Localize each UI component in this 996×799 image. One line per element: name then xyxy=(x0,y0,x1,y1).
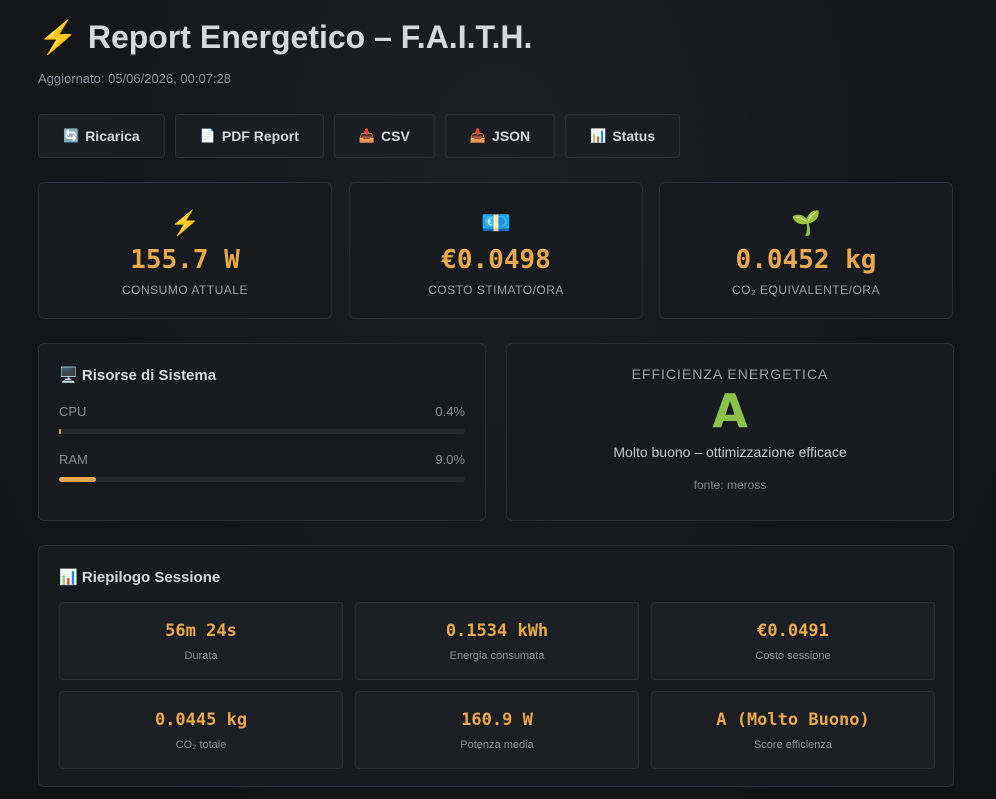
lightning-icon: ⚡ xyxy=(170,210,200,237)
inbox-download-icon: 📥 xyxy=(358,128,376,143)
cpu-value: 0.4% xyxy=(435,404,465,419)
last-updated: Aggiornato: 05/06/2026, 00:07:28 xyxy=(38,71,231,86)
reload-button[interactable]: 🔄 Ricarica xyxy=(38,114,165,158)
bar-chart-icon: 📊 xyxy=(590,128,607,143)
cpu-row: CPU 0.4% xyxy=(59,404,465,434)
efficiency-card: EFFICIENZA ENERGETICA A Molto buono – ot… xyxy=(506,343,954,521)
inbox-download-icon: 📥 xyxy=(469,128,487,143)
ram-value: 9.0% xyxy=(435,452,465,467)
desktop-computer-icon: 🖥️ xyxy=(59,367,78,384)
json-export-button-label: JSON xyxy=(492,128,531,144)
csv-export-button[interactable]: 📥 CSV xyxy=(333,114,435,158)
cpu-progress-fill xyxy=(59,429,62,434)
euro-banknote-icon: 💶 xyxy=(481,210,511,237)
session-cost: €0.0491 Costo sessione xyxy=(651,602,935,680)
json-export-button[interactable]: 📥 JSON xyxy=(444,114,556,158)
reload-icon: 🔄 xyxy=(63,128,80,143)
session-efficiency-score: A (Molto Buono) Score efficienza xyxy=(651,691,935,769)
session-summary-card: 📊 Riepilogo Sessione 56m 24s Durata 0.15… xyxy=(38,545,954,787)
efficiency-label: EFFICIENZA ENERGETICA xyxy=(631,366,829,382)
session-efficiency-score-value: A (Molto Buono) xyxy=(716,710,870,730)
toolbar: 🔄 Ricarica 📄 PDF Report 📥 CSV 📥 JSON 📊 S… xyxy=(38,114,681,158)
bar-chart-icon: 📊 xyxy=(59,569,78,586)
ram-progress-fill xyxy=(59,477,96,482)
power-card: ⚡ 155.7 W CONSUMO ATTUALE xyxy=(38,182,332,319)
reload-button-label: Ricarica xyxy=(85,128,140,144)
system-resources-title: 🖥️ Risorse di Sistema xyxy=(59,366,465,384)
document-icon: 📄 xyxy=(199,128,216,143)
session-cost-value: €0.0491 xyxy=(757,621,829,641)
cpu-progress-track xyxy=(59,429,465,434)
session-efficiency-score-label: Score efficienza xyxy=(753,739,833,751)
session-cost-label: Costo sessione xyxy=(755,650,831,662)
efficiency-source: fonte: meross xyxy=(693,478,767,492)
status-button-label: Status xyxy=(612,128,656,144)
cpu-label: CPU xyxy=(59,404,87,419)
ram-label: RAM xyxy=(59,452,88,467)
power-value: 155.7 W xyxy=(130,245,240,275)
efficiency-grade: A xyxy=(712,384,748,438)
ram-progress-track xyxy=(59,477,465,482)
session-duration-value: 56m 24s xyxy=(165,621,237,641)
session-energy-value: 0.1534 kWh xyxy=(445,621,549,641)
session-duration-label: Durata xyxy=(184,650,218,662)
lightning-icon: ⚡ xyxy=(38,19,78,55)
session-summary-title: 📊 Riepilogo Sessione xyxy=(59,568,220,586)
session-co2-label: CO₂ totale xyxy=(175,739,227,751)
co2-card: 🌱 0.0452 kg CO₂ EQUIVALENTE/ORA xyxy=(659,182,953,319)
session-summary-title-text: Riepilogo Sessione xyxy=(81,569,221,586)
ram-row: RAM 9.0% xyxy=(59,452,465,482)
session-energy: 0.1534 kWh Energia consumata xyxy=(355,602,639,680)
session-avg-power-value: 160.9 W xyxy=(461,710,533,730)
session-avg-power-label: Potenza media xyxy=(460,739,534,751)
power-label: CONSUMO ATTUALE xyxy=(122,283,248,297)
session-energy-label: Energia consumata xyxy=(449,650,545,662)
session-duration: 56m 24s Durata xyxy=(59,602,343,680)
cost-value: €0.0498 xyxy=(441,245,551,275)
session-co2: 0.0445 kg CO₂ totale xyxy=(59,691,343,769)
system-resources-title-text: Risorse di Sistema xyxy=(81,367,217,384)
pdf-report-button[interactable]: 📄 PDF Report xyxy=(174,114,324,158)
system-resources-card: 🖥️ Risorse di Sistema CPU 0.4% RAM 9.0% xyxy=(38,343,486,521)
csv-export-button-label: CSV xyxy=(381,128,410,144)
cost-card: 💶 €0.0498 COSTO STIMATO/ORA xyxy=(349,182,643,319)
efficiency-description: Molto buono – ottimizzazione efficace xyxy=(613,444,847,460)
session-avg-power: 160.9 W Potenza media xyxy=(355,691,639,769)
co2-value: 0.0452 kg xyxy=(735,245,877,275)
status-button[interactable]: 📊 Status xyxy=(565,114,681,158)
cost-label: COSTO STIMATO/ORA xyxy=(428,283,564,297)
page-title: ⚡ Report Energetico – F.A.I.T.H. xyxy=(38,18,532,56)
seedling-icon: 🌱 xyxy=(791,210,821,237)
session-co2-value: 0.0445 kg xyxy=(154,710,248,730)
co2-label: CO₂ EQUIVALENTE/ORA xyxy=(732,283,880,297)
page-title-text: Report Energetico – F.A.I.T.H. xyxy=(87,18,533,55)
pdf-report-button-label: PDF Report xyxy=(221,128,299,144)
